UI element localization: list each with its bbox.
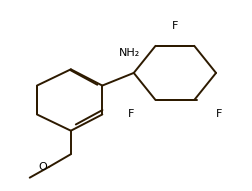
Text: NH₂: NH₂ (119, 49, 140, 58)
Text: F: F (215, 109, 222, 119)
Text: F: F (127, 109, 133, 119)
Text: F: F (171, 21, 177, 31)
Text: O: O (38, 162, 46, 172)
